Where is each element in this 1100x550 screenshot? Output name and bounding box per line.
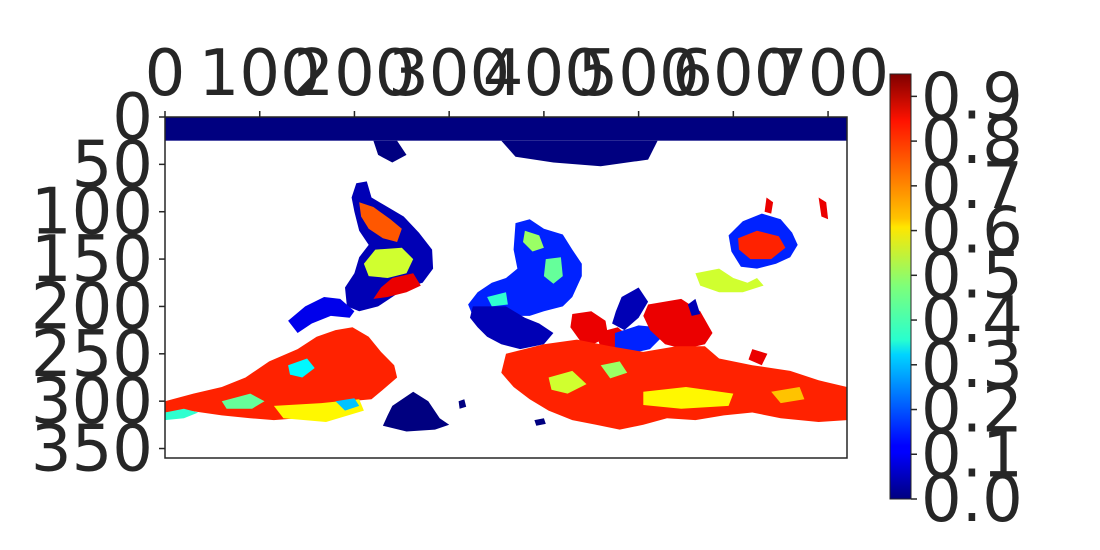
heatmap-region bbox=[359, 202, 402, 242]
y-tick-label: 200 bbox=[31, 270, 153, 344]
colorbar-tick-label: 0.6 bbox=[921, 195, 1023, 269]
heatmap-region bbox=[487, 292, 508, 307]
y-tick-label: 300 bbox=[31, 365, 153, 439]
heatmap-region bbox=[748, 349, 768, 366]
heatmap-region bbox=[373, 273, 421, 299]
heatmap-region bbox=[764, 197, 774, 214]
heatmap-region bbox=[335, 398, 360, 411]
heatmap-regions bbox=[165, 117, 847, 432]
y-tick-label: 0 bbox=[112, 81, 153, 155]
heatmap-region bbox=[548, 370, 587, 394]
heatmap-region bbox=[288, 358, 315, 378]
heatmap-region bbox=[534, 418, 546, 426]
x-tick-label: 400 bbox=[483, 37, 605, 111]
x-tick-label: 200 bbox=[293, 37, 415, 111]
y-tick-label: 150 bbox=[31, 223, 153, 297]
heatmap-region bbox=[165, 327, 398, 421]
y-tick-label: 350 bbox=[31, 413, 153, 487]
y-tick-label: 50 bbox=[72, 128, 153, 202]
heatmap-region bbox=[501, 339, 847, 430]
colorbar-tick-label: 0.5 bbox=[921, 239, 1023, 313]
heatmap-region bbox=[771, 387, 805, 404]
x-tick-label: 300 bbox=[388, 37, 510, 111]
x-tick-label: 600 bbox=[672, 37, 794, 111]
heatmap-region bbox=[373, 140, 407, 163]
heatmap-region bbox=[523, 230, 544, 252]
heatmap-region bbox=[643, 387, 734, 409]
x-tick-label: 700 bbox=[767, 37, 889, 111]
heatmap-region bbox=[600, 361, 628, 379]
heatmap-region bbox=[165, 408, 199, 421]
y-tick-label: 250 bbox=[31, 318, 153, 392]
heatmap-region bbox=[221, 393, 265, 409]
x-tick-label: 100 bbox=[199, 37, 321, 111]
colorbar-tick-label: 0.3 bbox=[921, 329, 1023, 403]
heatmap-region bbox=[165, 117, 847, 141]
x-tick-label: 500 bbox=[578, 37, 700, 111]
heatmap-region bbox=[470, 306, 554, 350]
heatmap-region bbox=[695, 268, 764, 293]
plot-frame bbox=[164, 116, 848, 459]
heatmap-region bbox=[288, 297, 355, 333]
colorbar bbox=[889, 73, 912, 500]
heatmap-region bbox=[614, 325, 663, 354]
heatmap-region bbox=[458, 399, 467, 409]
colorbar-tick-label: 0.7 bbox=[921, 150, 1023, 224]
heatmap-region bbox=[612, 287, 649, 331]
colorbar-tick-label: 0.9 bbox=[921, 60, 1023, 134]
colorbar-tick-label: 0.2 bbox=[921, 374, 1023, 448]
heatmap-region bbox=[543, 257, 563, 284]
colorbar-tick-label: 0.4 bbox=[921, 284, 1023, 358]
heatmap-region bbox=[363, 247, 414, 278]
heatmap-region bbox=[738, 230, 786, 260]
heatmap-region bbox=[468, 219, 582, 316]
colorbar-tick-label: 0.8 bbox=[921, 105, 1023, 179]
x-tick-label: 0 bbox=[145, 37, 186, 111]
heatmap-region bbox=[687, 298, 701, 316]
colorbar-tick-label: 0.0 bbox=[921, 463, 1023, 537]
heatmap-region bbox=[501, 140, 658, 167]
heatmap-region bbox=[818, 197, 829, 220]
heatmap-region bbox=[382, 391, 450, 432]
colorbar-ticks: 0.00.10.20.30.40.50.60.70.80.9 bbox=[911, 60, 1023, 537]
colorbar-tick-label: 0.1 bbox=[921, 418, 1023, 492]
y-tick-label: 100 bbox=[31, 176, 153, 250]
